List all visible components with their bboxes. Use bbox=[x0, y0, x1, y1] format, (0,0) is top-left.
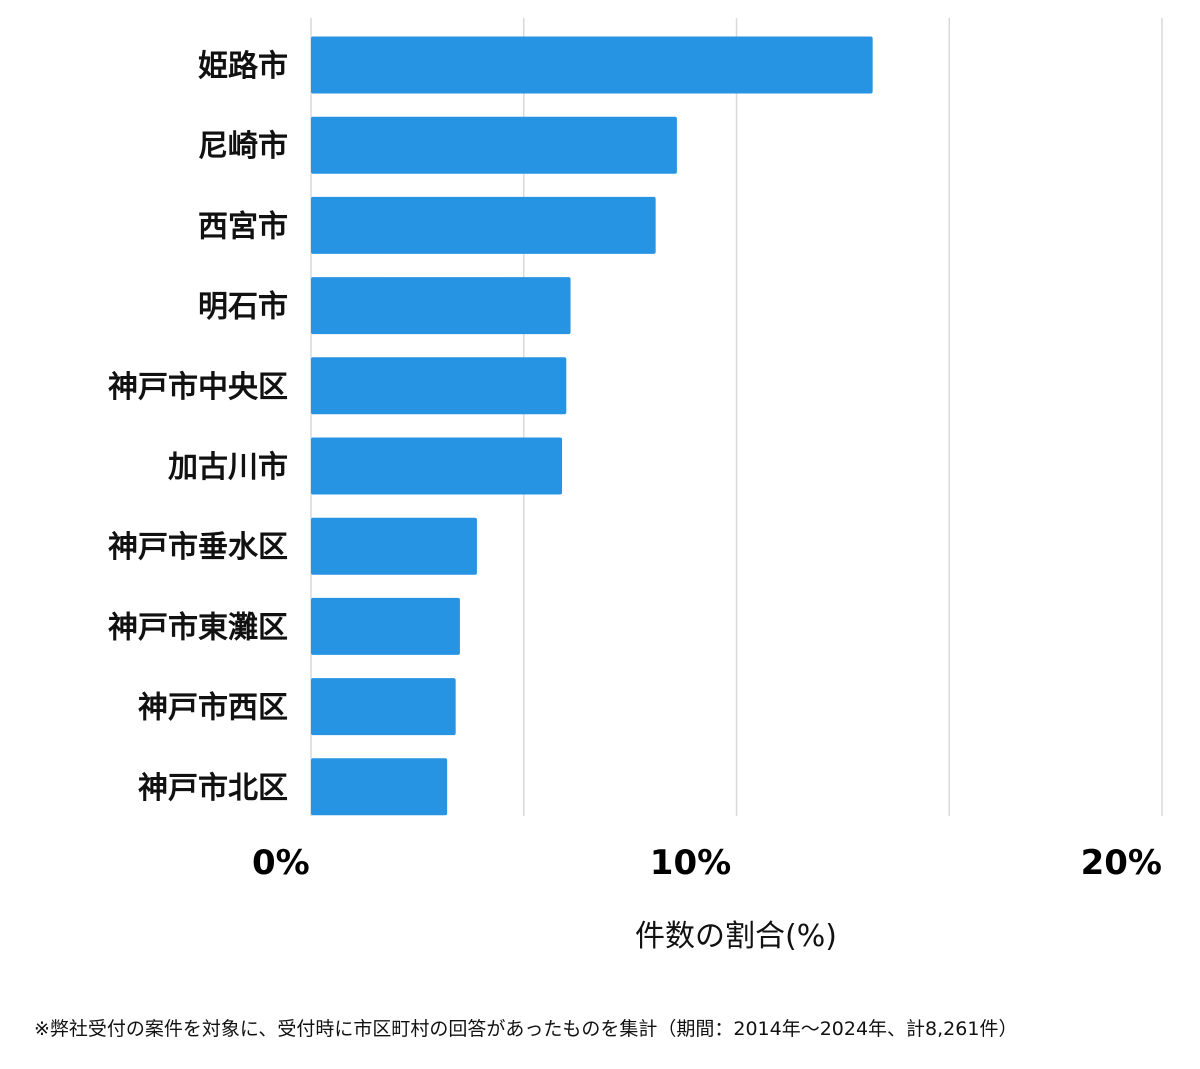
bar-8 bbox=[311, 678, 456, 736]
category-label-2: 西宮市 bbox=[198, 209, 288, 244]
category-label-5: 加古川市 bbox=[168, 450, 288, 485]
bar-0 bbox=[311, 36, 873, 94]
bars bbox=[311, 36, 873, 816]
x-tick-labels: 0% 10% 20% bbox=[252, 843, 1162, 883]
bar-chart: 姫路市尼崎市西宮市明石市神戸市中央区加古川市神戸市垂水区神戸市東灘区神戸市西区神… bbox=[108, 18, 1163, 954]
bar-9 bbox=[311, 758, 448, 816]
category-label-4: 神戸市中央区 bbox=[108, 370, 288, 405]
footnote: ※弊社受付の案件を対象に、受付時に市区町村の回答があったものを集計（期間：201… bbox=[34, 1018, 1018, 1040]
bar-2 bbox=[311, 196, 656, 254]
category-label-0: 姫路市 bbox=[198, 49, 288, 84]
bar-7 bbox=[311, 597, 460, 655]
category-label-9: 神戸市北区 bbox=[138, 771, 288, 806]
category-label-7: 神戸市東灘区 bbox=[108, 610, 288, 645]
category-label-1: 尼崎市 bbox=[198, 129, 288, 164]
bar-1 bbox=[311, 116, 677, 174]
x-tick-label-0: 0% bbox=[252, 843, 310, 883]
x-tick-label-2: 20% bbox=[1081, 843, 1162, 883]
x-axis-title: 件数の割合(%) bbox=[635, 919, 837, 954]
bar-6 bbox=[311, 517, 477, 575]
bar-4 bbox=[311, 357, 567, 415]
x-tick-label-1: 10% bbox=[650, 843, 731, 883]
category-label-3: 明石市 bbox=[198, 290, 288, 325]
category-label-6: 神戸市垂水区 bbox=[108, 530, 288, 565]
bar-5 bbox=[311, 437, 563, 495]
category-label-8: 神戸市西区 bbox=[138, 691, 288, 726]
category-labels: 姫路市尼崎市西宮市明石市神戸市中央区加古川市神戸市垂水区神戸市東灘区神戸市西区神… bbox=[108, 49, 288, 806]
bar-3 bbox=[311, 277, 571, 335]
